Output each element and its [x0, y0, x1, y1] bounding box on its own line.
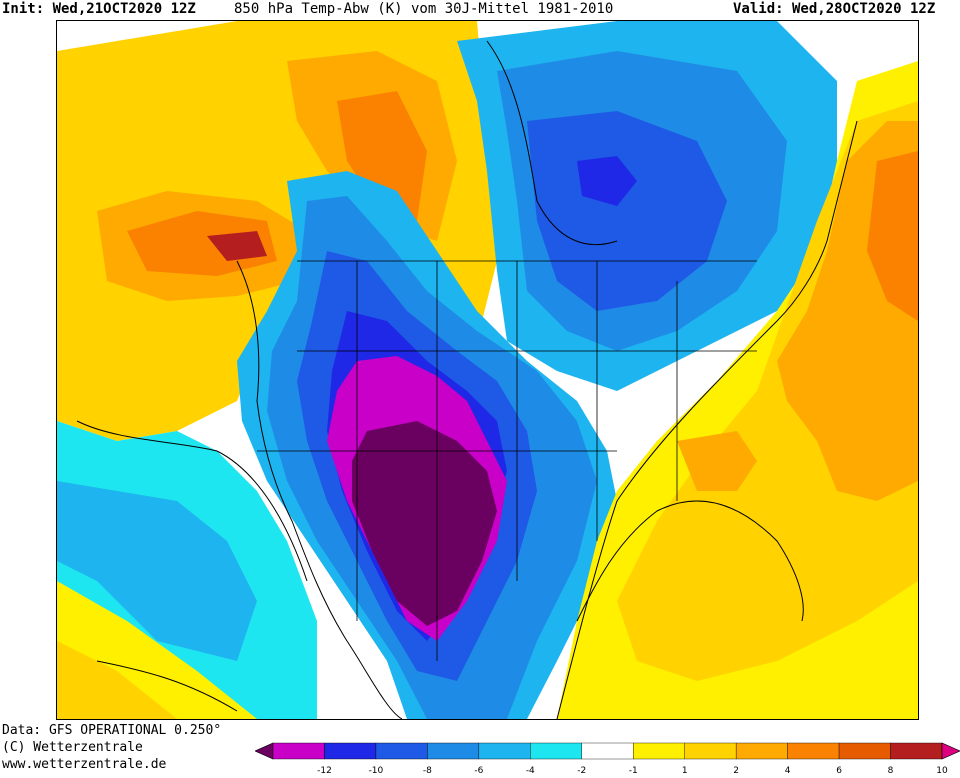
- valid-time: Valid: Wed,28OCT2020 12Z: [733, 1, 936, 17]
- legend-swatch: [735, 742, 788, 760]
- copyright: (C) Wetterzentrale: [2, 740, 143, 755]
- legend-swatch: [324, 742, 377, 760]
- legend-tick-label: 8: [888, 766, 894, 776]
- legend-swatch: [787, 742, 840, 760]
- legend-swatch: [581, 742, 634, 760]
- zero-contours: [76, 320, 778, 719]
- coastlines: [236, 40, 858, 719]
- legend-swatch: [890, 742, 943, 760]
- legend-tick-label: -10: [369, 766, 384, 776]
- warm-anomaly-east-core: [867, 151, 918, 321]
- legend-swatch: [530, 742, 582, 760]
- legend-tick-label: -6: [474, 766, 483, 776]
- legend-swatch: [427, 742, 480, 760]
- init-time: Init: Wed,21OCT2020 12Z: [2, 1, 196, 17]
- header-bar: Init: Wed,21OCT2020 12Z 850 hPa Temp-Abw…: [0, 0, 960, 20]
- legend-swatch: [684, 742, 737, 760]
- legend-swatch: [272, 742, 325, 760]
- legend-arrow-low: [255, 742, 274, 760]
- legend-swatch: [478, 742, 531, 760]
- data-source: Data: GFS OPERATIONAL 0.250°: [2, 723, 222, 738]
- legend-tick-label: 2: [733, 766, 739, 776]
- legend-swatch: [375, 742, 428, 760]
- cool-anomaly-pacific-inner: [57, 481, 257, 661]
- warm-anomaly-southwest-orange: [57, 641, 177, 719]
- warm-anomaly-west-core: [127, 211, 277, 276]
- legend-arrow-high: [941, 742, 960, 760]
- legend-tick-label: 10: [936, 766, 948, 776]
- map-canvas: [57, 21, 918, 719]
- color-legend: -12-10-8-6-4-2-1124681012: [255, 742, 960, 776]
- warm-anomaly-west-peak: [207, 231, 267, 261]
- footer-credits: Data: GFS OPERATIONAL 0.250° (C) Wetterz…: [2, 722, 221, 773]
- legend-tick-label: 1: [682, 766, 688, 776]
- warm-anomaly-southeast-orange: [677, 431, 757, 491]
- legend-swatch: [838, 742, 891, 760]
- legend-tick-label: -1: [629, 766, 638, 776]
- website-link[interactable]: www.wetterzentrale.de: [2, 757, 167, 772]
- legend-tick-label: -12: [317, 766, 332, 776]
- borders: [257, 260, 757, 661]
- legend-swatch: [633, 742, 685, 760]
- legend-tick-label: -8: [423, 766, 432, 776]
- cool-anomaly-canada-deep: [577, 156, 637, 206]
- anomaly-map[interactable]: [56, 20, 919, 720]
- legend-tick-label: 4: [785, 766, 791, 776]
- cold-anomaly-core: [352, 421, 497, 626]
- legend-tick-label: -2: [577, 766, 586, 776]
- warm-anomaly-north-core: [337, 91, 427, 221]
- legend-tick-label: 6: [836, 766, 842, 776]
- legend-tick-label: -4: [526, 766, 535, 776]
- chart-title: 850 hPa Temp-Abw (K) vom 30J-Mittel 1981…: [234, 1, 614, 17]
